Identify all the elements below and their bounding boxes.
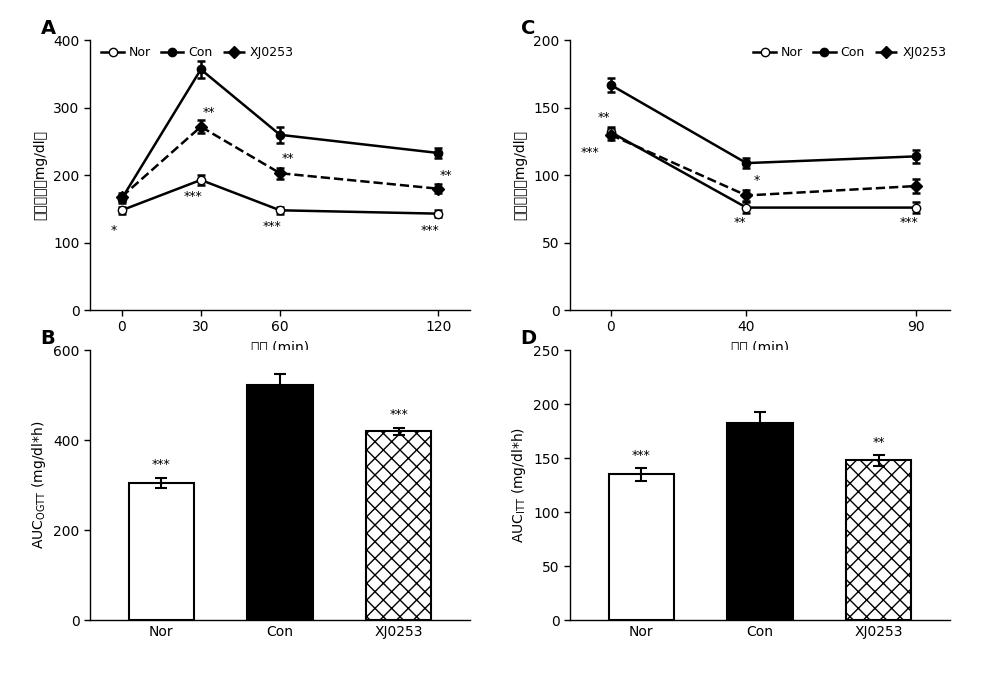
X-axis label: 时间 (min): 时间 (min) xyxy=(251,340,309,354)
Text: ***: *** xyxy=(389,408,408,421)
Bar xyxy=(247,385,313,620)
Legend: Nor, Con, XJ0253: Nor, Con, XJ0253 xyxy=(748,41,951,64)
Text: ***: *** xyxy=(581,146,600,158)
Bar xyxy=(609,474,674,620)
Text: **: ** xyxy=(282,152,294,165)
Text: **: ** xyxy=(733,216,746,228)
Y-axis label: 血糖水平（mg/dl）: 血糖水平（mg/dl） xyxy=(514,130,528,220)
Y-axis label: AUC$_{\mathregular{ITT}}$ (mg/dl*h): AUC$_{\mathregular{ITT}}$ (mg/dl*h) xyxy=(510,427,528,543)
Text: ***: *** xyxy=(421,224,440,237)
Bar xyxy=(846,460,911,620)
Text: **: ** xyxy=(598,111,610,124)
Legend: Nor, Con, XJ0253: Nor, Con, XJ0253 xyxy=(96,41,299,64)
Bar xyxy=(129,483,194,620)
Text: B: B xyxy=(41,329,55,348)
Text: ***: *** xyxy=(900,216,919,228)
Text: D: D xyxy=(521,329,537,348)
Y-axis label: AUC$_{\mathregular{OGTT}}$ (mg/dl*h): AUC$_{\mathregular{OGTT}}$ (mg/dl*h) xyxy=(30,421,48,549)
Y-axis label: 血糖水平（mg/dl）: 血糖水平（mg/dl） xyxy=(34,130,48,220)
Text: C: C xyxy=(521,19,535,38)
Text: A: A xyxy=(41,19,56,38)
Text: **: ** xyxy=(872,435,885,449)
Text: *: * xyxy=(111,224,117,237)
Bar xyxy=(727,423,793,620)
Text: **: ** xyxy=(440,169,452,182)
Text: ***: *** xyxy=(152,458,171,471)
Text: ***: *** xyxy=(632,449,651,462)
Text: **: ** xyxy=(202,106,215,119)
Text: *: * xyxy=(753,175,760,187)
Text: ***: *** xyxy=(184,190,202,203)
Bar xyxy=(366,431,431,620)
Text: ***: *** xyxy=(263,220,281,233)
X-axis label: 时间 (min): 时间 (min) xyxy=(731,340,789,354)
